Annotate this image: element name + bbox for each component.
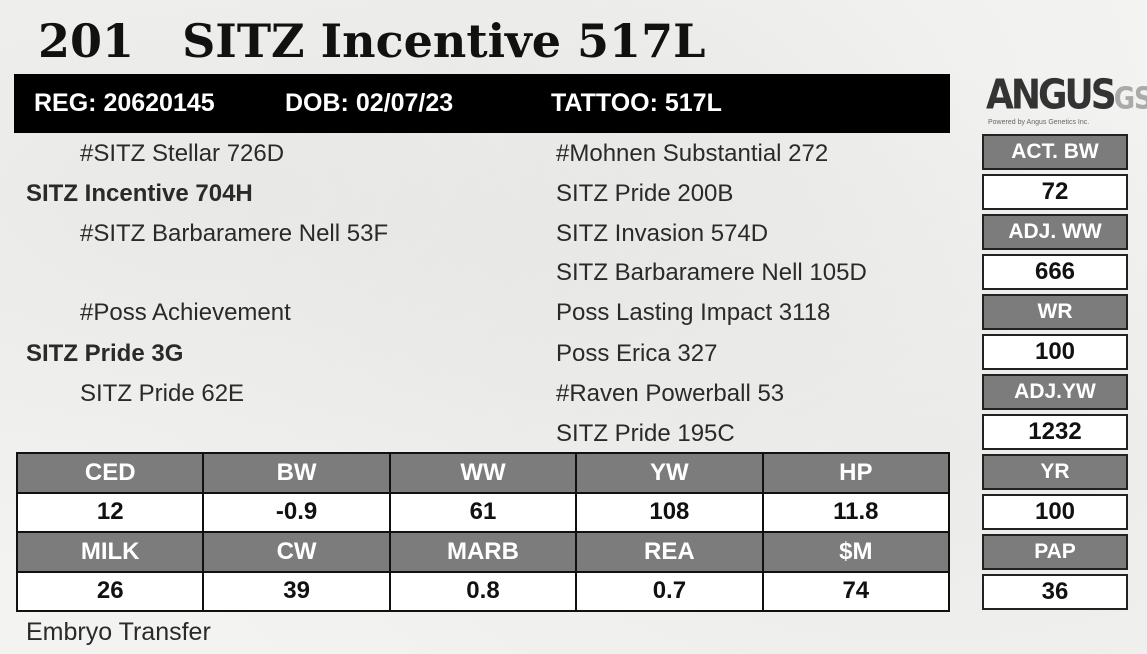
epd-value: -0.9 [204, 493, 389, 531]
dd-dam: SITZ Pride 195C [556, 420, 735, 447]
perf-value: 666 [982, 254, 1128, 290]
perf-label: ACT. BW [982, 134, 1128, 170]
angus-gs-logo: ANGUSGS Powered by Angus Genetics Inc. [986, 71, 1147, 126]
ss-dam: SITZ Pride 200B [556, 180, 734, 207]
sd-dam: SITZ Barbaramere Nell 105D [556, 259, 867, 286]
epd-header: REA [577, 533, 762, 571]
perf-value: 72 [982, 174, 1128, 210]
birth-date: DOB: 02/07/23 [285, 89, 454, 117]
reg-number: REG: 20620145 [34, 89, 215, 117]
perf-value: 100 [982, 334, 1128, 370]
epd-value: 11.8 [763, 493, 948, 531]
dam-dam: SITZ Pride 62E [80, 380, 245, 407]
logo-suffix: GS [1113, 82, 1147, 117]
epd-header: BW [204, 454, 389, 492]
logo-tagline: Powered by Angus Genetics Inc. [988, 119, 1090, 126]
perf-value: 100 [982, 494, 1128, 530]
ds-sire: Poss Lasting Impact 3118 [556, 299, 831, 326]
epd-header: $M [763, 533, 948, 571]
dd-sire: #Raven Powerball 53 [556, 380, 785, 407]
logo-word: ANGUS [986, 71, 1117, 119]
epd-header: YW [577, 454, 762, 492]
ds-dam: Poss Erica 327 [556, 340, 718, 367]
footer-note: Embryo Transfer [26, 618, 211, 646]
perf-value: 1232 [982, 414, 1128, 450]
dam-sire: #Poss Achievement [80, 299, 291, 326]
tattoo: TATTOO: 517L [551, 89, 722, 117]
sire-dam: #SITZ Barbaramere Nell 53F [80, 220, 389, 247]
perf-label: ADJ. WW [982, 214, 1128, 250]
perf-label: ADJ.YW [982, 374, 1128, 410]
epd-value: 12 [18, 493, 203, 531]
page-title: 201 SITZ Incentive 517L [38, 14, 705, 68]
epd-value: 74 [763, 572, 948, 610]
epd-header: HP [763, 454, 948, 492]
perf-label: WR [982, 294, 1128, 330]
epd-header: MILK [18, 533, 203, 571]
sire: SITZ Incentive 704H [26, 180, 253, 207]
animal-name: SITZ Incentive 517L [182, 14, 706, 68]
ss-sire: #Mohnen Substantial 272 [556, 140, 829, 167]
dam: SITZ Pride 3G [26, 340, 184, 367]
epd-value: 0.8 [390, 572, 576, 610]
perf-value: 36 [982, 574, 1128, 610]
epd-header: CED [18, 454, 203, 492]
sd-sire: SITZ Invasion 574D [556, 220, 769, 247]
perf-label: YR [982, 454, 1128, 490]
sire-sire: #SITZ Stellar 726D [80, 140, 285, 167]
epd-header: CW [204, 533, 389, 571]
epd-table: CED BW WW YW HP 12 -0.9 61 108 11.8 MILK… [16, 452, 950, 612]
perf-label: PAP [982, 534, 1128, 570]
registration-bar: REG: 20620145 DOB: 02/07/23 TATTOO: 517L [14, 74, 950, 133]
epd-value: 39 [204, 572, 389, 610]
epd-value: 61 [390, 493, 576, 531]
epd-header: WW [390, 454, 576, 492]
lot-number: 201 [38, 14, 135, 68]
epd-header: MARB [390, 533, 576, 571]
epd-value: 0.7 [577, 572, 762, 610]
epd-value: 108 [577, 493, 762, 531]
epd-value: 26 [18, 572, 203, 610]
